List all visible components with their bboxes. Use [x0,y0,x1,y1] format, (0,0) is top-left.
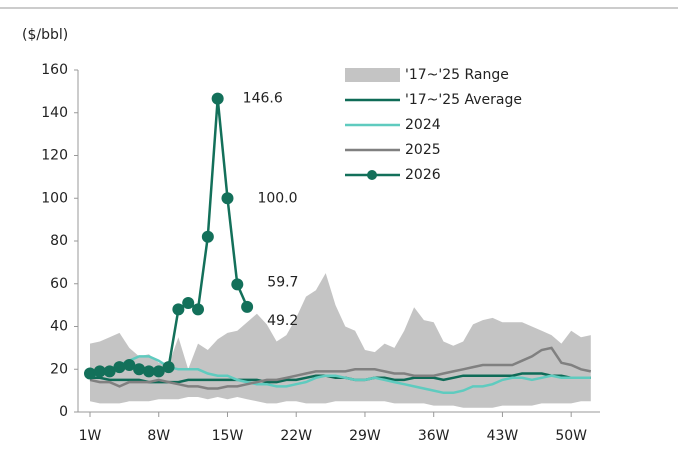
marker [123,358,136,371]
x-tick-label: 15W [212,428,244,444]
legend-label: '17~'25 Average [405,92,522,108]
y-tick-label: 20 [50,361,68,377]
marker [201,230,214,243]
marker [211,92,224,105]
marker [221,192,234,205]
data-label: 59.7 [267,274,298,290]
marker [152,365,165,378]
x-tick-label: 22W [280,428,312,444]
x-tick-label: 43W [487,428,519,444]
marker [172,303,185,316]
marker [103,365,116,378]
x-tick-label: 50W [555,428,587,444]
data-label: 49.2 [267,313,298,329]
marker [93,365,106,378]
marker [192,303,205,316]
x-tick-label: 1W [79,428,102,444]
marker [133,363,146,376]
range-area [90,273,591,408]
marker [142,365,155,378]
unit-label: ($/bbl) [22,27,68,43]
line [89,346,592,390]
marker [84,367,96,380]
legend-label: '17~'25 Range [405,67,509,83]
marker [113,361,126,374]
marker [241,300,254,313]
legend-label: 2026 [405,167,441,183]
line [89,98,249,375]
data-label: 100.0 [257,190,297,206]
y-tick-label: 140 [41,105,68,121]
y-tick-label: 40 [50,319,68,335]
x-tick-label: 29W [349,428,381,444]
marker [231,278,244,291]
legend-label: 2025 [405,142,441,158]
y-tick-label: 0 [59,404,68,420]
x-tick-label: 36W [418,428,450,444]
y-tick-label: 120 [41,148,68,164]
x-tick-label: 8W [147,428,170,444]
y-tick-label: 160 [41,62,68,78]
legend-swatch [345,68,400,82]
marker [162,361,175,374]
y-tick-label: 60 [50,276,68,292]
y-tick-label: 100 [41,190,68,206]
legend-label: 2024 [405,117,441,133]
legend-marker [367,170,377,180]
marker [182,296,195,309]
y-tick-label: 80 [50,233,68,249]
data-label: 146.6 [243,91,283,107]
